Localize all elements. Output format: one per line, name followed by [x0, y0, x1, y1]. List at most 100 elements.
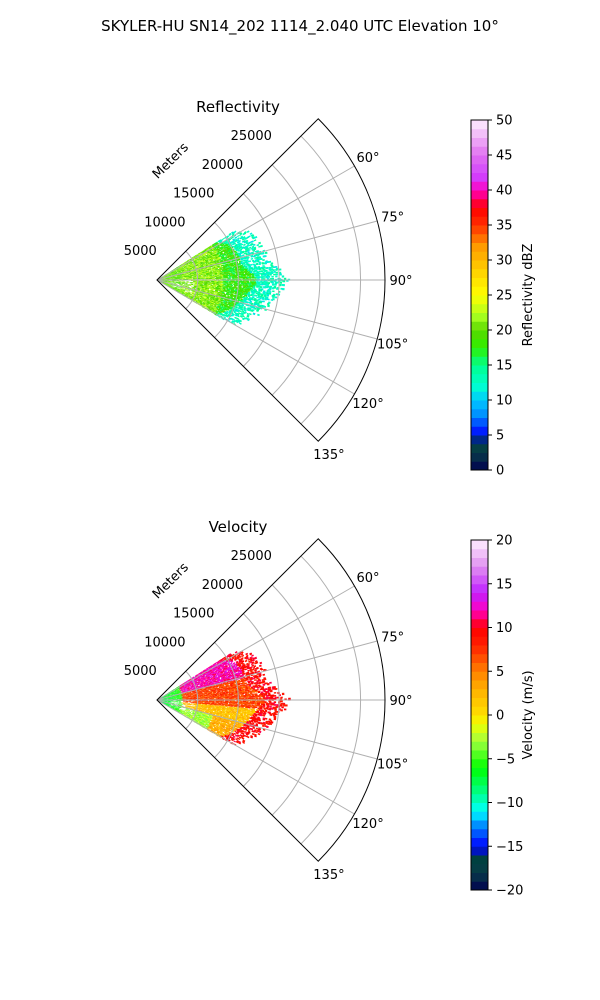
reflectivity-cell — [203, 249, 207, 252]
reflectivity-cell — [185, 278, 188, 280]
reflectivity-cell — [204, 260, 207, 263]
reflectivity-cell — [256, 254, 260, 257]
reflectivity-cell — [241, 251, 245, 254]
reflectivity-cell — [230, 257, 233, 260]
reflectivity-cell — [213, 243, 216, 247]
reflectivity-cell — [264, 274, 267, 276]
reflectivity-cell — [183, 270, 186, 272]
reflectivity-cell — [239, 250, 242, 253]
reflectivity-cell — [175, 269, 178, 271]
reflectivity-cell — [213, 258, 217, 260]
reflectivity-cell — [220, 259, 224, 262]
reflectivity-cell — [243, 232, 247, 235]
reflectivity-cell — [215, 242, 219, 245]
reflectivity-cell — [268, 260, 272, 263]
reflectivity-colorbar-step — [471, 155, 488, 165]
reflectivity-cell — [179, 266, 182, 269]
reflectivity-cell — [255, 286, 259, 288]
reflectivity-cell — [224, 258, 228, 260]
reflectivity-cell — [181, 273, 185, 275]
reflectivity-cell — [207, 266, 210, 269]
reflectivity-cell — [217, 264, 221, 266]
reflectivity-cell — [239, 255, 243, 257]
reflectivity-cell — [173, 272, 176, 274]
reflectivity-cell — [230, 251, 234, 254]
reflectivity-colorbar-step — [471, 452, 488, 462]
reflectivity-cell — [263, 305, 267, 308]
reflectivity-cell — [213, 261, 217, 264]
reflectivity-cell — [195, 253, 198, 256]
reflectivity-cell — [239, 272, 242, 274]
reflectivity-cell — [199, 263, 203, 265]
reflectivity-cell — [198, 260, 202, 263]
reflectivity-cell — [169, 273, 173, 275]
reflectivity-cell — [180, 281, 183, 283]
reflectivity-cell — [201, 265, 204, 268]
reflectivity-cell — [191, 265, 194, 268]
reflectivity-cell — [263, 283, 266, 286]
reflectivity-cell — [208, 246, 212, 249]
reflectivity-cell — [166, 275, 169, 277]
reflectivity-cell — [186, 269, 190, 271]
reflectivity-cell — [208, 276, 211, 278]
reflectivity-cell — [211, 261, 215, 264]
reflectivity-cell — [243, 275, 247, 277]
reflectivity-cell — [222, 247, 225, 250]
reflectivity-colorbar-step — [471, 356, 488, 366]
reflectivity-cell — [248, 285, 251, 288]
reflectivity-cell — [216, 283, 219, 285]
velocity-title: Velocity — [209, 518, 268, 536]
reflectivity-cell — [266, 274, 270, 277]
reflectivity-r-tick-label: 25000 — [231, 129, 272, 144]
reflectivity-cell — [189, 263, 193, 265]
reflectivity-cell — [236, 234, 240, 238]
reflectivity-cell — [177, 274, 180, 276]
reflectivity-cell — [184, 264, 187, 266]
reflectivity-cell — [230, 274, 233, 277]
reflectivity-colorbar-step — [471, 303, 488, 313]
reflectivity-cell — [172, 275, 176, 277]
reflectivity-cell — [272, 269, 275, 272]
reflectivity-colorbar-step — [471, 251, 488, 261]
reflectivity-cell — [269, 269, 273, 271]
reflectivity-cell — [233, 242, 236, 245]
reflectivity-cell — [187, 290, 191, 292]
reflectivity-cell — [275, 271, 278, 274]
reflectivity-colorbar-step — [471, 260, 488, 270]
reflectivity-cell — [234, 250, 237, 253]
reflectivity-cell — [197, 266, 200, 269]
reflectivity-cell — [164, 276, 167, 278]
reflectivity-cell — [244, 237, 248, 240]
reflectivity-r-tick-label: 5000 — [124, 244, 157, 259]
reflectivity-cell — [191, 271, 194, 273]
reflectivity-cell — [206, 261, 210, 264]
reflectivity-cell — [175, 273, 179, 275]
reflectivity-colorbar-step — [471, 198, 488, 208]
reflectivity-colorbar-step — [471, 163, 488, 173]
reflectivity-cell — [173, 270, 176, 272]
reflectivity-cell — [211, 258, 214, 261]
reflectivity-cell — [164, 278, 167, 279]
reflectivity-cell — [207, 250, 210, 253]
reflectivity-colorbar-step — [471, 400, 488, 410]
reflectivity-cell — [199, 255, 202, 257]
reflectivity-cell — [250, 255, 254, 258]
reflectivity-cell — [241, 271, 245, 274]
reflectivity-cell — [171, 271, 174, 274]
reflectivity-cell — [275, 273, 278, 276]
reflectivity-cell — [183, 266, 187, 268]
reflectivity-cell — [250, 257, 254, 260]
reflectivity-cell — [162, 276, 165, 278]
reflectivity-cell — [223, 277, 227, 279]
reflectivity-cell — [199, 258, 202, 261]
reflectivity-cell — [219, 276, 223, 278]
reflectivity-cell — [175, 269, 179, 271]
reflectivity-cell — [198, 270, 201, 272]
reflectivity-cell — [206, 248, 209, 251]
reflectivity-cell — [246, 249, 250, 252]
reflectivity-cell — [234, 244, 238, 247]
reflectivity-colorbar-tick-label: 15 — [496, 359, 513, 374]
reflectivity-cell — [210, 277, 213, 279]
reflectivity-cell — [213, 256, 216, 259]
reflectivity-cell — [189, 265, 192, 268]
